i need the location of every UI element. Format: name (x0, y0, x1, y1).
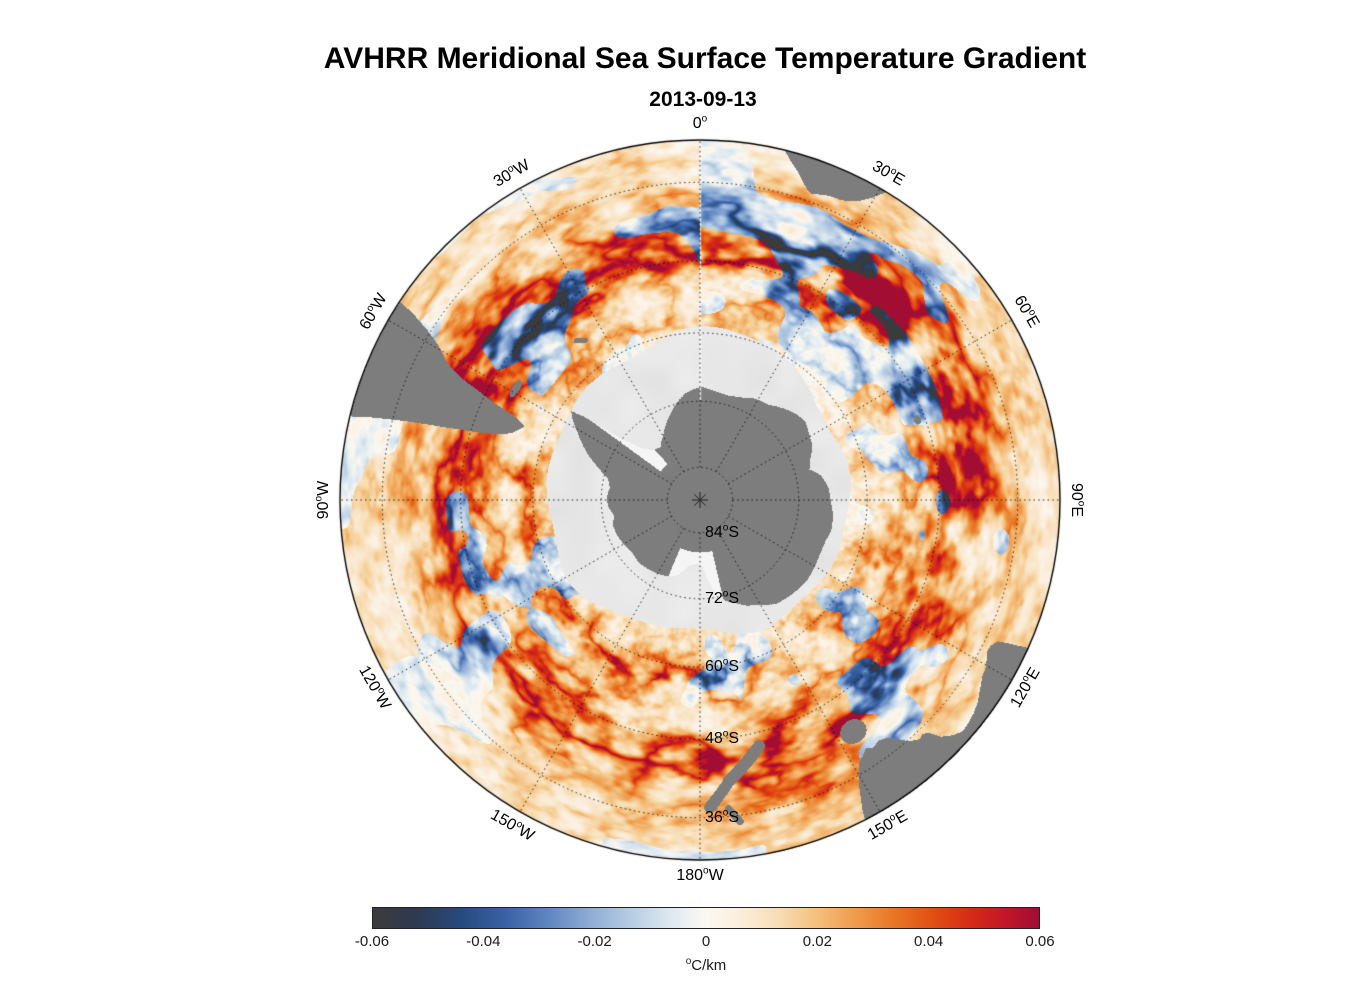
colorbar-gradient (372, 907, 1040, 929)
colorbar-tick-0: 0 (701, 933, 711, 950)
colorbar-unit-label: oC/km (685, 956, 727, 974)
colorbar-tick--0.02: -0.02 (577, 933, 612, 950)
colorbar-tick-0.02: 0.02 (802, 933, 832, 950)
map-canvas (320, 120, 1080, 880)
colorbar-tick-0.06: 0.06 (1025, 933, 1055, 950)
colorbar-tick-labels: -0.06 -0.04 -0.02 0 0.02 0.04 0.06 (355, 933, 1055, 952)
south-polar-map: 0o 30oE 60oE 90oE 120oE 150oE 180oW 150oW 120oW 9… (314, 114, 1087, 883)
colorbar-tick--0.06: -0.06 (354, 933, 390, 950)
colorbar-tick-0.04: 0.04 (914, 933, 944, 950)
chart-title: AVHRR Meridional Sea Surface Temperature… (323, 42, 1087, 75)
chart-subtitle: 2013-09-13 (649, 88, 757, 111)
colorbar-tick--0.04: -0.04 (466, 933, 501, 950)
